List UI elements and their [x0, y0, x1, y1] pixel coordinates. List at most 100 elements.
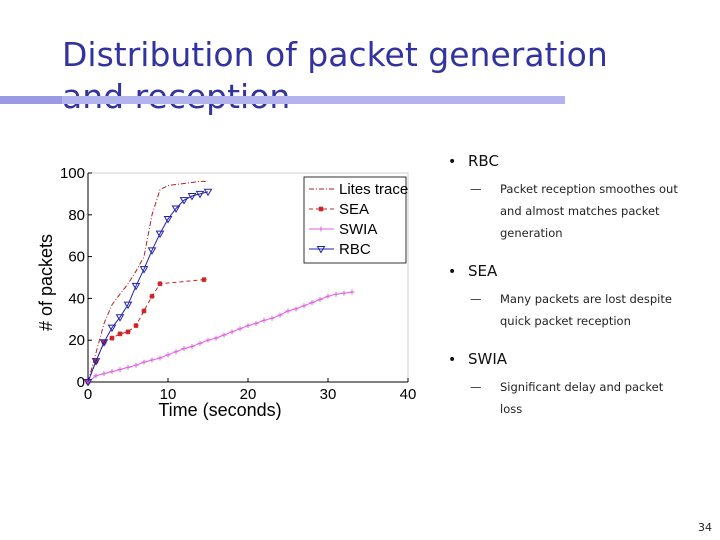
legend-marker	[318, 226, 324, 232]
data-point-rbc	[171, 205, 181, 214]
data-point-swia	[237, 326, 243, 332]
data-point-rbc	[139, 266, 149, 274]
data-point-rbc	[203, 188, 213, 197]
data-point-swia	[189, 343, 195, 349]
data-point-swia	[165, 352, 171, 358]
data-point-swia	[221, 332, 227, 338]
slide-title-line-1: Distribution of packet generation	[62, 35, 608, 74]
data-point-rbc	[147, 247, 157, 255]
series-line-lites-trace	[87, 180, 208, 383]
bullet-sea: • SEA — Many packets are lost despite qui…	[448, 262, 710, 332]
data-point-swia	[269, 315, 275, 321]
bullet-label: SEA	[468, 262, 498, 280]
data-point-swia	[109, 369, 115, 375]
y-tick-label: 100	[60, 165, 85, 182]
data-point-rbc	[107, 324, 117, 333]
data-point-sea	[125, 329, 131, 335]
bullet-rbc: • RBC — Packet reception smoothes out and…	[448, 152, 710, 244]
y-tick-label: 20	[68, 332, 85, 349]
data-point-swia	[349, 289, 355, 295]
data-point-rbc	[91, 358, 101, 366]
data-point-swia	[333, 291, 339, 297]
sub-bullet-dash: —	[470, 292, 482, 306]
sub-bullet-line: Significant delay and packet	[500, 380, 664, 394]
data-point-swia	[101, 371, 107, 377]
legend-marker	[318, 206, 324, 212]
data-point-sea	[109, 335, 115, 341]
bullet-label: SWIA	[468, 350, 508, 368]
data-point-swia	[157, 355, 163, 361]
sub-bullet-line: quick packet reception	[500, 314, 631, 328]
data-point-sea	[117, 331, 123, 337]
sub-bullet-text: Significant delay and packet loss	[500, 376, 663, 420]
data-point-rbc	[131, 282, 141, 291]
packet-distribution-chart: 0 10 20 30 40 0 20 40 60 80 100 Time (seconds) # of …	[36, 165, 417, 420]
y-tick-label: 0	[77, 374, 85, 391]
x-axis-label: Time (seconds)	[158, 400, 281, 420]
sub-bullet-line: Packet reception smoothes out	[500, 182, 678, 196]
data-point-swia	[133, 362, 139, 368]
series-line-swia	[87, 291, 353, 383]
data-point-swia	[341, 290, 347, 296]
data-point-rbc	[115, 314, 125, 322]
y-tick-label: 60	[68, 249, 85, 266]
y-tick-label: 80	[68, 207, 85, 224]
bullet-dot: •	[448, 154, 457, 170]
bullet-dot: •	[448, 264, 457, 280]
page-number: 34	[698, 521, 712, 534]
x-tick-label: 20	[240, 386, 257, 403]
data-point-sea	[157, 281, 163, 287]
data-point-swia	[253, 320, 259, 326]
bullet-dot: •	[448, 352, 457, 368]
y-axis-label: # of packets	[36, 234, 56, 331]
data-point-sea	[201, 277, 207, 283]
sub-bullet-line: loss	[500, 402, 523, 416]
series-line-rbc	[87, 191, 209, 383]
data-point-rbc	[123, 301, 133, 310]
x-tick-label: 0	[84, 386, 92, 403]
data-point-swia	[261, 317, 267, 323]
data-point-swia	[277, 312, 283, 318]
data-point-swia	[181, 346, 187, 352]
data-point-swia	[149, 357, 155, 363]
data-point-rbc	[163, 215, 173, 224]
data-point-rbc	[195, 190, 205, 199]
x-tick-label: 40	[400, 386, 417, 403]
data-point-swia	[325, 293, 331, 299]
slide-title: Distribution of packet generation and re…	[62, 34, 608, 118]
data-point-swia	[285, 308, 291, 314]
data-point-swia	[245, 323, 251, 329]
data-point-swia	[197, 340, 203, 346]
legend-label: SEA	[339, 201, 369, 218]
title-underline-accent	[0, 96, 62, 104]
data-point-swia	[117, 366, 123, 372]
data-point-swia	[317, 296, 323, 302]
data-point-sea	[141, 308, 147, 314]
bullet-swia: • SWIA — Significant delay and packet los…	[448, 350, 710, 420]
data-point-swia	[93, 373, 99, 379]
data-point-rbc	[187, 192, 197, 201]
sub-bullet-dash: —	[470, 182, 482, 196]
y-tick-label: 40	[68, 290, 85, 307]
data-point-swia	[309, 300, 315, 306]
data-point-swia	[173, 349, 179, 355]
x-tick-label: 30	[320, 386, 337, 403]
data-point-swia	[141, 359, 147, 365]
bullet-list: • RBC — Packet reception smoothes out and…	[448, 152, 710, 420]
data-point-rbc	[83, 379, 93, 387]
data-point-swia	[213, 335, 219, 341]
sub-bullet-text: Packet reception smoothes out and almost…	[500, 178, 678, 244]
title-underline-bar	[0, 96, 565, 104]
data-point-rbc	[179, 197, 189, 205]
sub-bullet-line: and almost matches packet	[500, 204, 660, 218]
sub-bullet-text: Many packets are lost despite quick pack…	[500, 288, 672, 332]
data-point-sea	[133, 323, 139, 329]
data-point-swia	[293, 306, 299, 312]
sub-bullet-line: generation	[500, 226, 563, 240]
data-point-swia	[205, 337, 211, 343]
x-tick-label: 10	[160, 386, 177, 403]
legend-label: SWIA	[339, 221, 377, 238]
legend-marker	[316, 246, 326, 254]
sub-bullet-line: Many packets are lost despite	[500, 292, 672, 306]
legend-label: RBC	[339, 241, 371, 258]
